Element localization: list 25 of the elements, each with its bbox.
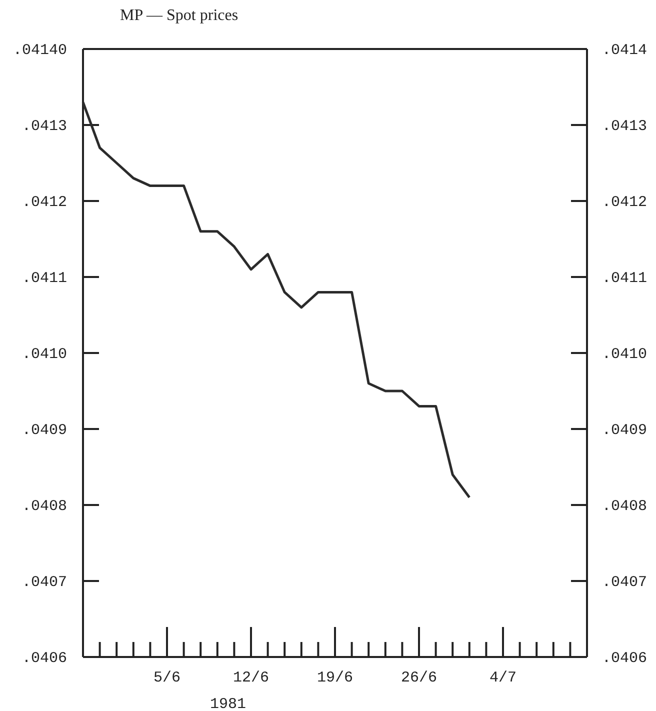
- x-axis-title: 1981: [210, 696, 246, 711]
- y-tick-label: .0413: [22, 118, 67, 135]
- y2-tick-label: .0406: [602, 650, 648, 667]
- y-tick-label: .04140: [12, 42, 67, 59]
- y2-tick-label: .0408: [602, 498, 648, 515]
- x-tick-label: 26/6: [400, 670, 438, 687]
- y2-tick-label: .0414: [602, 42, 648, 59]
- y-tick-label: .0408: [22, 498, 67, 515]
- y2-tick-label: .0407: [602, 574, 648, 591]
- y2-tick-label: .0409: [602, 422, 648, 439]
- y-tick-label: .0407: [22, 574, 67, 591]
- y-tick-label: .0406: [22, 650, 67, 667]
- y2-tick-label: .0411: [602, 270, 648, 287]
- y2-tick-label: .0410: [602, 346, 648, 363]
- y-tick-label: .0409: [22, 422, 67, 439]
- y2-tick-label: .0413: [602, 118, 648, 135]
- y-tick-label: .0410: [22, 346, 67, 363]
- x-tick-label: 12/6: [232, 670, 270, 687]
- y-tick-label: .0411: [22, 270, 67, 287]
- y-tick-label: .0412: [22, 194, 67, 211]
- x-tick-label: 4/7: [489, 670, 517, 687]
- x-tick-label: 19/6: [316, 670, 354, 687]
- x-tick-label: 5/6: [153, 670, 181, 687]
- chart-title: MP — Spot prices: [120, 7, 238, 24]
- y2-tick-label: .0412: [602, 194, 648, 211]
